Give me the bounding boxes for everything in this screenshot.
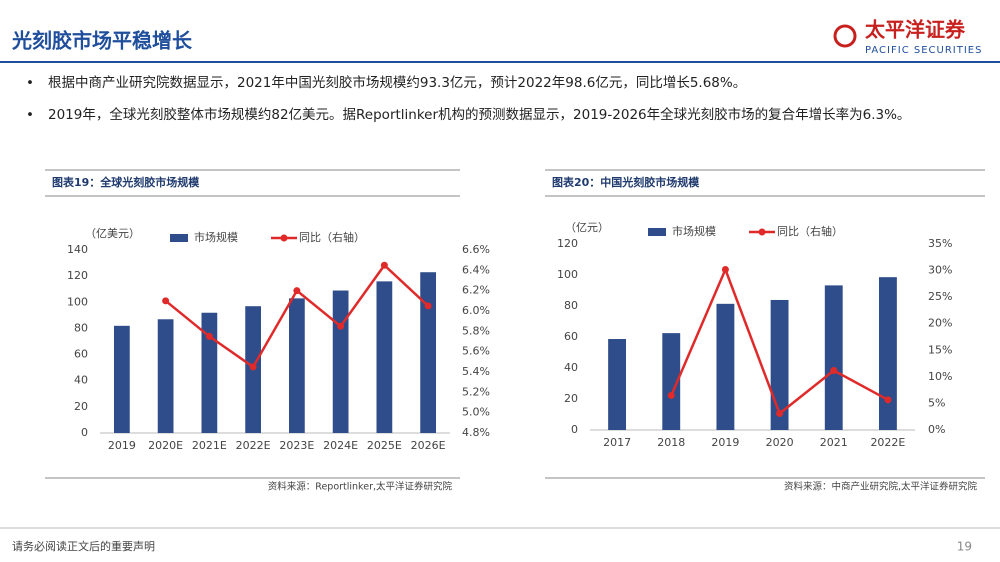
bar <box>289 298 305 433</box>
y-tick-label: 100 <box>67 295 88 308</box>
y-tick-label: 100 <box>557 268 578 281</box>
bar <box>770 299 789 430</box>
y-tick-label: 140 <box>67 243 88 256</box>
line-point <box>721 266 729 274</box>
slide-title: 光刻胶市场平稳增长 <box>11 29 193 53</box>
line-point <box>205 332 213 340</box>
bar <box>420 272 436 433</box>
y-tick-label: 20 <box>74 400 88 413</box>
y-tick-label: 0 <box>571 423 578 436</box>
line-point <box>667 391 675 399</box>
logo-en: PACIFIC SECURITIES <box>865 45 982 56</box>
y-tick-label: 60 <box>74 348 88 361</box>
bullet: 根据中商产业研究院数据显示，2021年中国光刻胶市场规模约93.3亿元，预计20… <box>26 72 968 95</box>
x-tick-label: 2018 <box>657 436 685 449</box>
x-tick-label: 2025E <box>367 439 402 452</box>
y2-tick-label: 10% <box>928 370 952 383</box>
y-tick-label: 80 <box>74 321 88 334</box>
bar <box>662 333 681 430</box>
y2-tick-label: 5% <box>928 396 945 409</box>
y-tick-label: 120 <box>67 269 88 282</box>
logo-text: 太平洋证券 <box>865 18 966 42</box>
y2-tick-label: 0% <box>928 423 945 436</box>
x-tick-label: 2022E <box>236 439 271 452</box>
chart-source: 资料来源：中商产业研究院,太平洋证券研究院 <box>784 481 978 493</box>
chart-title: 图表20：中国光刻胶市场规模 <box>552 175 700 189</box>
bar <box>157 319 174 433</box>
y-tick-label: 60 <box>564 330 578 343</box>
x-tick-label: 2021 <box>820 436 848 449</box>
legend-label: 市场规模 <box>672 224 716 238</box>
y2-tick-label: 6.6% <box>462 243 490 256</box>
page-number: 19 <box>957 540 972 554</box>
legend-swatch <box>280 234 288 242</box>
y2-tick-label: 15% <box>928 343 952 356</box>
legend-label: 同比（右轴） <box>777 224 843 238</box>
bar <box>376 281 393 433</box>
bar <box>201 312 218 433</box>
y-tick-label: 80 <box>564 299 578 312</box>
y2-tick-label: 5.0% <box>462 406 490 419</box>
footer-note: 请务必阅读正文后的重要声明 <box>12 539 155 553</box>
y-tick-label: 40 <box>74 374 88 387</box>
line-point <box>380 261 388 269</box>
y-tick-label: 120 <box>557 237 578 250</box>
y-axis-label: （亿元） <box>565 221 609 234</box>
y2-tick-label: 5.6% <box>462 345 490 358</box>
legend-label: 同比（右轴） <box>299 230 365 244</box>
x-tick-label: 2026E <box>411 439 446 452</box>
y2-tick-label: 25% <box>928 290 952 303</box>
line-point <box>776 410 784 418</box>
bar <box>878 277 897 430</box>
y2-tick-label: 5.8% <box>462 324 490 337</box>
bar <box>716 303 735 430</box>
line-point <box>337 322 345 330</box>
line-point <box>293 287 301 295</box>
legend-swatch <box>758 228 766 236</box>
logo-icon <box>833 24 857 48</box>
y2-tick-label: 6.2% <box>462 284 490 297</box>
y2-tick-label: 20% <box>928 317 952 330</box>
legend-swatch <box>170 234 188 242</box>
legend-label: 市场规模 <box>194 230 238 244</box>
y-tick-label: 20 <box>564 392 578 405</box>
x-tick-label: 2019 <box>711 436 739 449</box>
bar <box>824 285 843 430</box>
y2-tick-label: 30% <box>928 264 952 277</box>
x-tick-label: 2020 <box>766 436 794 449</box>
line-point <box>424 302 432 310</box>
y2-tick-label: 35% <box>928 237 952 250</box>
y-tick-label: 0 <box>81 426 88 439</box>
chart-title: 图表19：全球光刻胶市场规模 <box>52 175 200 189</box>
x-tick-label: 2021E <box>192 439 227 452</box>
bullet: 2019年，全球光刻胶整体市场规模约82亿美元。据Reportlinker机构的… <box>26 104 968 127</box>
chart-source: 资料来源：Reportlinker,太平洋证券研究院 <box>268 481 453 493</box>
x-tick-label: 2020E <box>148 439 183 452</box>
x-tick-label: 2017 <box>603 436 631 449</box>
bar <box>608 339 627 430</box>
y2-tick-label: 6.4% <box>462 263 490 276</box>
bar <box>114 325 130 433</box>
y2-tick-label: 5.4% <box>462 365 490 378</box>
y-axis-label: （亿美元） <box>85 227 140 240</box>
line-point <box>249 363 257 371</box>
line-point <box>830 366 838 374</box>
x-tick-label: 2022E <box>870 436 905 449</box>
legend-swatch <box>648 228 666 236</box>
line-point <box>162 297 170 305</box>
y2-tick-label: 5.2% <box>462 385 490 398</box>
bar <box>332 290 349 433</box>
y2-tick-label: 6.0% <box>462 304 490 317</box>
line-point <box>884 396 892 404</box>
y-tick-label: 40 <box>564 361 578 374</box>
x-tick-label: 2024E <box>323 439 358 452</box>
y2-tick-label: 4.8% <box>462 426 490 439</box>
x-tick-label: 2019 <box>108 439 136 452</box>
x-tick-label: 2023E <box>279 439 314 452</box>
